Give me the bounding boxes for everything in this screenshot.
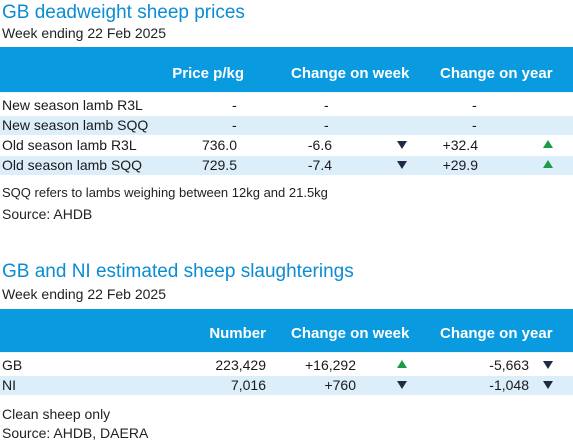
prices-source: Source: AHDB [2, 206, 93, 222]
table-row: Old season lamb SQQ 729.5 -7.4 +29.9 [0, 156, 573, 175]
week-change-value: -7.4 [307, 157, 332, 173]
year-change-value: +32.4 [442, 137, 478, 153]
price-value: 736.0 [201, 137, 237, 153]
week-change-value: - [324, 117, 329, 133]
table-row: GB 223,429 +16,292 -5,663 [0, 356, 573, 375]
row-label: Old season lamb R3L [2, 137, 137, 153]
slaughter-subtitle: Week ending 22 Feb 2025 [2, 286, 166, 302]
table-row: New season lamb R3L - - - [0, 96, 573, 115]
arrow-up-icon [397, 360, 407, 368]
header-change-year: Change on year [440, 65, 553, 82]
number-value: 7,016 [230, 377, 266, 393]
price-value: 729.5 [201, 157, 237, 173]
header-change-year: Change on year [440, 325, 553, 342]
row-label: New season lamb R3L [2, 97, 143, 113]
slaughter-note: Clean sheep only [2, 406, 111, 422]
row-label: GB [2, 357, 23, 373]
row-label: NI [2, 377, 16, 393]
arrow-up-icon [543, 160, 553, 168]
arrow-down-icon [397, 141, 407, 149]
arrow-down-icon [397, 381, 407, 389]
prices-subtitle: Week ending 22 Feb 2025 [2, 25, 166, 41]
year-change-value: -5,663 [489, 357, 529, 373]
arrow-down-icon [543, 361, 553, 369]
price-value: - [232, 97, 237, 113]
prices-header: Price p/kg Change on week Change on year [0, 47, 573, 93]
arrow-up-icon [543, 140, 553, 148]
table-row: NI 7,016 +760 -1,048 [0, 376, 573, 395]
year-change-value: - [472, 117, 477, 133]
year-change-value: - [472, 97, 477, 113]
header-change-week: Change on week [291, 65, 410, 82]
year-change-value: +29.9 [442, 157, 478, 173]
row-label: New season lamb SQQ [2, 117, 149, 133]
table-row: Old season lamb R3L 736.0 -6.6 +32.4 [0, 136, 573, 155]
header-change-week: Change on week [291, 325, 410, 342]
row-label: Old season lamb SQQ [2, 157, 143, 173]
slaughter-title: GB and NI estimated sheep slaughterings [2, 261, 354, 282]
header-price: Price p/kg [172, 65, 244, 82]
week-change-value: +16,292 [305, 357, 356, 373]
table-row: New season lamb SQQ - - - [0, 116, 573, 135]
price-value: - [232, 117, 237, 133]
prices-note: SQQ refers to lambs weighing between 12k… [2, 185, 328, 200]
arrow-down-icon [397, 161, 407, 169]
week-change-value: -6.6 [307, 137, 332, 153]
slaughter-source: Source: AHDB, DAERA [2, 425, 149, 441]
week-change-value: +760 [324, 377, 356, 393]
prices-title: GB deadweight sheep prices [2, 2, 245, 23]
year-change-value: -1,048 [489, 377, 529, 393]
slaughter-header: Number Change on week Change on year [0, 309, 573, 353]
number-value: 223,429 [215, 357, 266, 373]
week-change-value: - [324, 97, 329, 113]
header-number: Number [209, 325, 266, 342]
arrow-down-icon [543, 381, 553, 389]
